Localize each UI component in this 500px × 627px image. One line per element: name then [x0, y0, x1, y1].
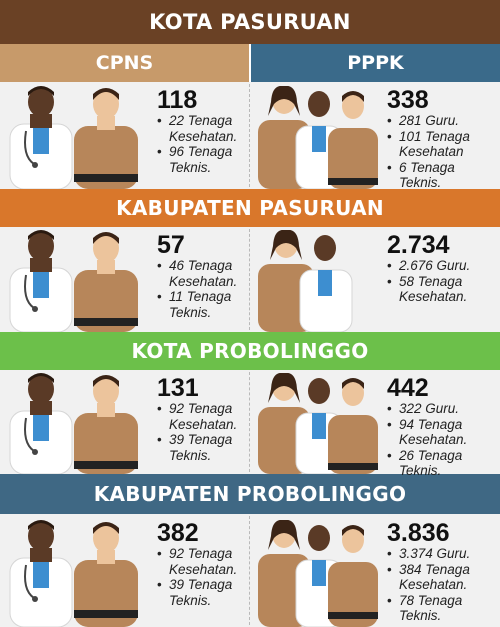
cpns-total: 131 — [157, 374, 199, 402]
pppk-illustration-teacher-doctor-worker — [258, 373, 378, 474]
worker-icon — [74, 232, 138, 332]
pppk-header: PPPK — [251, 44, 500, 82]
cpns-illustration-doctor-and-worker — [9, 230, 138, 332]
list-item: 78 Tenaga Teknis. — [387, 593, 500, 624]
pppk-total: 3.836 — [387, 519, 450, 547]
cpns-total: 57 — [157, 231, 185, 259]
pppk-illustration-teacher-doctor-worker — [258, 86, 378, 189]
title-bar: KOTA PASURUAN — [0, 0, 500, 44]
list-item: 322 Guru. — [387, 401, 500, 417]
doctor-icon — [9, 373, 73, 474]
list-item: 2.676 Guru. — [387, 258, 470, 274]
doctor-icon — [299, 235, 353, 332]
divider — [249, 229, 250, 330]
worker-icon — [74, 375, 138, 474]
section-bar-kabupaten-pasuruan: KABUPATEN PASURUAN — [0, 189, 500, 227]
cpns-illustration-doctor-and-worker — [9, 373, 138, 474]
cpns-total: 118 — [157, 86, 198, 114]
cpns-header: CPNS — [0, 44, 249, 82]
section-bar-kota-probolinggo: KOTA PROBOLINGGO — [0, 332, 500, 370]
cpns-label: CPNS — [95, 52, 154, 74]
doctor-icon — [9, 86, 73, 189]
list-item: 281 Guru. — [387, 113, 500, 129]
doctor-icon — [9, 230, 73, 332]
section-title: KABUPATEN PASURUAN — [116, 196, 384, 220]
list-item: 6 Tenaga Teknis. — [387, 160, 500, 191]
worker-icon — [328, 91, 378, 189]
divider — [249, 84, 250, 187]
cpns-illustration-doctor-and-worker — [9, 86, 138, 189]
pppk-total: 2.734 — [387, 231, 450, 259]
pppk-total: 338 — [387, 86, 429, 114]
worker-icon — [74, 522, 138, 627]
section-bar-kabupaten-probolinggo: KABUPATEN PROBOLINGGO — [0, 474, 500, 514]
pppk-total: 442 — [387, 374, 429, 402]
pppk-illustration-teacher-and-doctor — [258, 230, 353, 332]
cpns-illustration-doctor-and-worker — [9, 520, 138, 627]
section-title: KABUPATEN PROBOLINGGO — [93, 482, 407, 506]
doctor-icon — [9, 520, 73, 627]
cpns-total: 382 — [157, 519, 199, 547]
list-item: 26 Tenaga Teknis. — [387, 448, 500, 479]
list-item: 3.374 Guru. — [387, 546, 500, 562]
worker-icon — [328, 525, 378, 627]
title: KOTA PASURUAN — [149, 10, 351, 34]
divider — [249, 516, 250, 625]
worker-icon — [74, 88, 138, 189]
pppk-illustration-teacher-doctor-worker — [258, 520, 378, 627]
worker-icon — [328, 378, 378, 474]
pppk-label: PPPK — [347, 52, 404, 74]
divider — [249, 372, 250, 472]
section-title: KOTA PROBOLINGGO — [131, 339, 369, 363]
